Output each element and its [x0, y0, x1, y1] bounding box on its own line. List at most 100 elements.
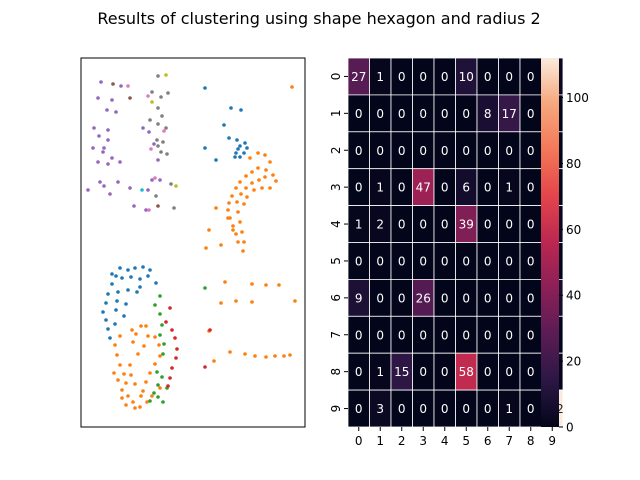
scatter-point-cluster-1: [144, 380, 148, 384]
scatter-point-cluster-1: [243, 352, 247, 356]
heatmap-cell-value: 47: [416, 181, 431, 195]
scatter-point-cluster-1: [228, 350, 232, 354]
scatter-point-cluster-1: [219, 243, 223, 247]
scatter-point-cluster-1: [227, 201, 231, 205]
scatter-point-cluster-0: [238, 155, 242, 159]
scatter-point-cluster-1: [260, 186, 264, 190]
scatter-point-cluster-6: [162, 129, 166, 133]
scatter-point-cluster-0: [154, 281, 158, 285]
scatter-point-cluster-1: [118, 363, 122, 367]
colorbar-tick-label: 80: [566, 157, 581, 171]
heatmap-cell-value: 6: [462, 181, 470, 195]
scatter-point-cluster-1: [264, 355, 268, 359]
scatter-point-cluster-8: [174, 184, 178, 188]
heatmap-cell-value: 0: [419, 218, 427, 232]
scatter-point-cluster-1: [248, 156, 252, 160]
scatter-point-cluster-3: [203, 365, 207, 369]
heatmap-cell-value: 0: [462, 254, 470, 268]
heatmap-cell-value: 0: [398, 144, 406, 158]
heatmap-cell-value: 3: [376, 402, 384, 416]
scatter-point-cluster-4: [116, 180, 120, 184]
scatter-point-cluster-3: [174, 356, 178, 360]
heatmap-cell-value: 0: [419, 70, 427, 84]
scatter-point-cluster-1: [293, 299, 297, 303]
scatter-point-cluster-4: [150, 178, 154, 182]
scatter-point-cluster-1: [144, 324, 148, 328]
confusion-heatmap: 2710001000030000008170000000000000104706…: [329, 57, 564, 448]
heatmap-cell-value: 0: [505, 144, 513, 158]
scatter-point-cluster-4: [144, 208, 148, 212]
heatmap-cell-value: 0: [441, 402, 449, 416]
scatter-point-cluster-4: [106, 128, 110, 132]
row-tick-label: 7: [329, 331, 343, 339]
scatter-point-cluster-1: [250, 300, 254, 304]
scatter-point-cluster-9: [140, 188, 144, 192]
scatter-point-cluster-1: [242, 240, 246, 244]
scatter-point-cluster-1: [263, 153, 267, 157]
row-tick-label: 1: [329, 110, 343, 118]
col-tick-label: 9: [548, 434, 556, 448]
heatmap-cell-value: 0: [419, 402, 427, 416]
scatter-point-cluster-1: [226, 216, 230, 220]
scatter-point-cluster-1: [116, 378, 120, 382]
scatter-point-cluster-2: [162, 342, 166, 346]
scatter-point-cluster-1: [122, 372, 126, 376]
scatter-point-cluster-0: [138, 277, 142, 281]
scatter-point-cluster-1: [253, 354, 257, 358]
col-tick-label: 1: [376, 434, 384, 448]
scatter-point-cluster-1: [141, 389, 145, 393]
heatmap-cell-value: 58: [459, 365, 474, 379]
heatmap-cell-value: 0: [355, 181, 363, 195]
scatter-point-cluster-4: [101, 150, 105, 154]
scatter-point-cluster-4: [152, 142, 156, 146]
heatmap-cell-value: 0: [484, 218, 492, 232]
heatmap-cell-value: 0: [527, 254, 535, 268]
scatter-point-cluster-0: [110, 272, 114, 276]
scatter-point-cluster-1: [290, 85, 294, 89]
scatter-point-cluster-1: [239, 192, 243, 196]
colorbar-tick-label: 60: [566, 223, 581, 237]
scatter-point-cluster-0: [122, 314, 126, 318]
scatter-point-cluster-4: [92, 126, 96, 130]
scatter-point-cluster-7: [150, 90, 154, 94]
heatmap-cell-value: 0: [505, 291, 513, 305]
scatter-point-cluster-1: [118, 334, 122, 338]
scatter-point-cluster-6: [149, 147, 153, 151]
heatmap-cell-value: 39: [459, 218, 474, 232]
scatter-point-cluster-1: [250, 170, 254, 174]
scatter-point-cluster-0: [234, 151, 238, 155]
colorbar-gradient: [541, 58, 559, 427]
scatter-point-cluster-0: [239, 108, 243, 112]
scatter-point-cluster-1: [226, 208, 230, 212]
scatter-point-cluster-0: [242, 151, 246, 155]
scatter-point-cluster-7: [148, 118, 152, 122]
scatter-point-cluster-1: [219, 301, 223, 305]
scatter-point-cluster-1: [129, 373, 133, 377]
scatter-point-cluster-7: [156, 144, 160, 148]
scatter-point-cluster-7: [156, 122, 160, 126]
col-tick-label: 8: [527, 434, 535, 448]
heatmap-cell-value: 0: [527, 218, 535, 232]
row-tick-label: 9: [329, 405, 343, 413]
scatter-point-cluster-7: [160, 114, 164, 118]
scatter-point-cluster-0: [245, 146, 249, 150]
heatmap-cell-value: 0: [398, 218, 406, 232]
scatter-point-cluster-4: [108, 192, 112, 196]
heatmap-cell-value: 0: [527, 107, 535, 121]
scatter-point-cluster-0: [110, 282, 114, 286]
scatter-point-cluster-4: [119, 84, 123, 88]
scatter-point-cluster-0: [120, 276, 124, 280]
heatmap-cell-value: 0: [527, 402, 535, 416]
scatter-point-cluster-1: [131, 400, 135, 404]
scatter-point-cluster-1: [115, 353, 119, 357]
heatmap-cell-value: 0: [376, 328, 384, 342]
scatter-point-cluster-3: [166, 384, 170, 388]
heatmap-cell-value: 0: [441, 254, 449, 268]
heatmap-cell-value: 0: [441, 328, 449, 342]
heatmap-cell-value: 0: [484, 70, 492, 84]
scatter-point-cluster-1: [231, 228, 235, 232]
scatter-point-cluster-4: [147, 130, 151, 134]
scatter-point-cluster-1: [124, 403, 128, 407]
scatter-point-cluster-0: [106, 327, 110, 331]
heatmap-cell-value: 0: [441, 181, 449, 195]
